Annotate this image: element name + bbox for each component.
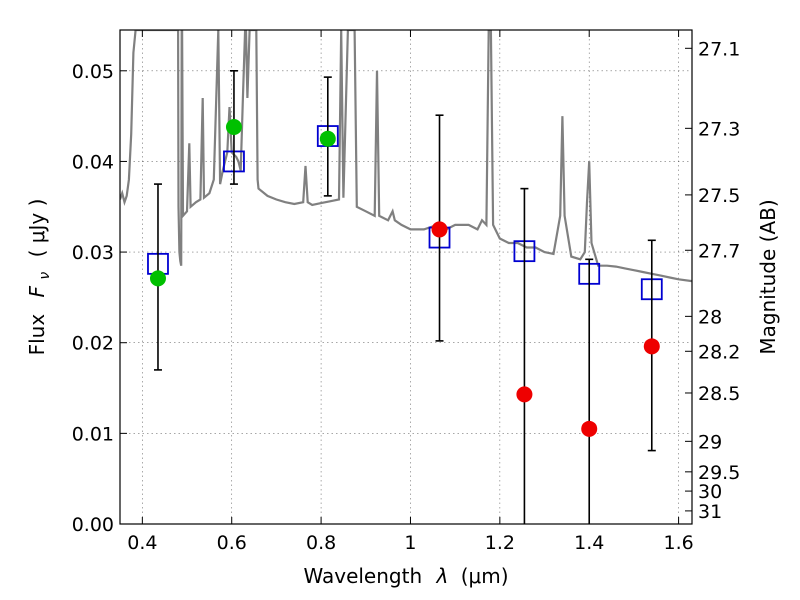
x-tick-label: 0.8: [306, 532, 336, 554]
low-significance-point: [643, 338, 660, 355]
detection-point: [225, 118, 242, 135]
y2-tick-label: 31: [698, 501, 722, 523]
y2-tick-label: 28.2: [698, 341, 740, 363]
x-tick-label: 0.6: [217, 532, 247, 554]
grid-lines: [120, 30, 692, 525]
x-tick-label: 1.6: [663, 532, 693, 554]
plot-area: [120, 30, 692, 524]
y-axis-label-text: Flux: [25, 314, 49, 356]
x-axis-label-unit: (μm): [461, 564, 509, 588]
plot-frame: [119, 29, 693, 525]
y-axis-label: Flux F ν ( μJy ): [25, 199, 54, 356]
axis-ticks: 0.4 0.6 0.8 1 1.2 1.4 1.6 0.00 0.01 0.02 0.03 0.04 0…: [72, 30, 740, 554]
x-tick-label: 0.4: [127, 532, 157, 554]
y-tick-label: 0.02: [72, 333, 114, 355]
y-tick-label: 0.05: [72, 61, 114, 83]
y2-tick-label: 27.1: [698, 38, 740, 60]
y-tick-label: 0.01: [72, 423, 114, 445]
x-tick-label: 1.2: [485, 532, 515, 554]
y-tick-label: 0.00: [72, 514, 114, 536]
y2-tick-label: 28.5: [698, 383, 740, 405]
y2-tick-label: 27.7: [698, 240, 740, 262]
y2-tick-label: 29: [698, 431, 722, 453]
y-axis-label-math: F: [25, 285, 49, 297]
y2-axis-label: Magnitude (AB): [756, 199, 780, 354]
y-tick-label: 0.03: [72, 242, 114, 264]
detection-point: [149, 270, 166, 287]
y-axis-label-sub: ν: [37, 272, 53, 280]
y2-tick-label: 27.3: [698, 118, 740, 140]
x-axis-label-text: Wavelength: [303, 564, 422, 588]
y2-tick-label: 30: [698, 481, 722, 503]
y-tick-label: 0.04: [72, 151, 114, 173]
x-tick-label: 1.4: [574, 532, 604, 554]
x-axis-label-math: λ: [436, 564, 449, 588]
y2-tick-label: 27.5: [698, 185, 740, 207]
detection-point: [319, 130, 336, 147]
x-axis-label: Wavelength λ (μm): [303, 564, 508, 588]
spectrum-line: [120, 30, 692, 283]
y-axis-label-unit: ( μJy ): [25, 199, 49, 258]
low-significance-point: [431, 221, 448, 238]
x-tick-label: 1: [404, 532, 416, 554]
y2-tick-label: 29.5: [698, 462, 740, 484]
low-significance-point: [516, 386, 533, 403]
low-significance-point: [581, 420, 598, 437]
y2-tick-label: 28: [698, 306, 722, 328]
